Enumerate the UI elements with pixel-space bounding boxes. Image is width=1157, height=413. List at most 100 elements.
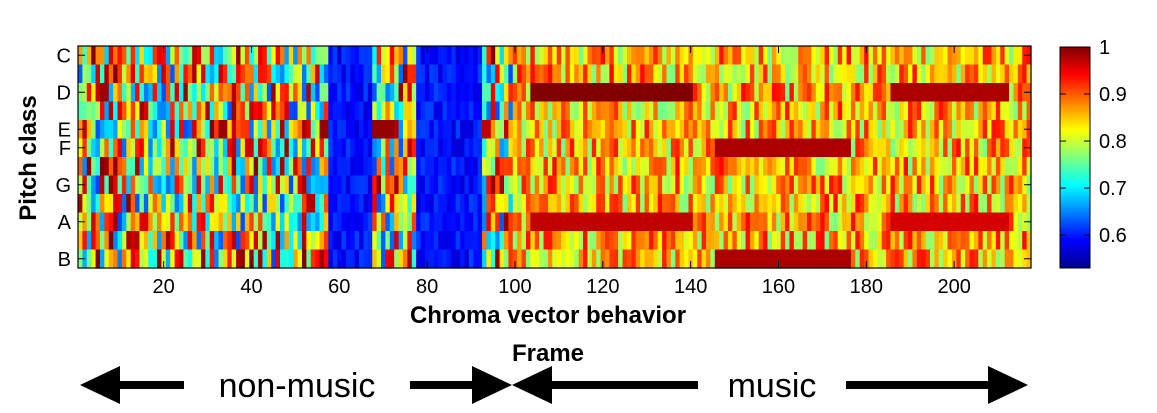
heatmap-cell: [662, 194, 668, 214]
heatmap-cell: [600, 101, 606, 121]
heatmap-cell: [468, 64, 474, 84]
heatmap-cell: [591, 194, 597, 214]
heatmap-cell: [578, 231, 584, 251]
heatmap-cell: [710, 120, 716, 140]
heatmap-cell: [363, 46, 369, 66]
heatmap-cell: [723, 64, 729, 84]
heatmap-cell: [824, 83, 830, 103]
heatmap-cell: [846, 175, 852, 195]
heatmap-cell: [701, 83, 707, 103]
heatmap-cell: [899, 83, 905, 103]
heatmap-cell: [332, 64, 338, 84]
heatmap-cell: [921, 194, 927, 214]
heatmap-cell: [315, 175, 321, 195]
heatmap-cell: [763, 231, 769, 251]
heatmap-cell: [473, 212, 479, 232]
heatmap-cell: [288, 138, 294, 158]
heatmap-cell: [943, 212, 949, 232]
heatmap-cell: [692, 120, 698, 140]
heatmap-cell: [429, 194, 435, 214]
heatmap-cell: [951, 231, 957, 251]
heatmap-cell: [231, 175, 237, 195]
heatmap-cell: [859, 175, 865, 195]
heatmap-cell: [973, 64, 979, 84]
heatmap-cell: [780, 138, 786, 158]
heatmap-cell: [785, 249, 791, 269]
heatmap-cell: [354, 249, 360, 269]
heatmap-cell: [648, 64, 654, 84]
heatmap-cell: [174, 212, 180, 232]
heatmap-cell: [460, 83, 466, 103]
heatmap-cell: [938, 194, 944, 214]
heatmap-cell: [574, 138, 580, 158]
heatmap-cell: [512, 157, 518, 177]
heatmap-cell: [389, 83, 395, 103]
heatmap-cell: [86, 83, 92, 103]
heatmap-cell: [328, 101, 334, 121]
heatmap-cell: [451, 212, 457, 232]
heatmap-cell: [938, 212, 944, 232]
heatmap-cell: [280, 64, 286, 84]
heatmap-cell: [706, 120, 711, 140]
heatmap-cell: [881, 46, 887, 66]
heatmap-cell: [938, 83, 944, 103]
heatmap-cell: [499, 101, 505, 121]
heatmap-cell: [95, 46, 101, 66]
heatmap-cell: [675, 120, 681, 140]
heatmap-cell: [174, 83, 180, 103]
x-tick-label: 140: [674, 276, 707, 298]
heatmap-cell: [394, 231, 400, 251]
heatmap-cell: [332, 138, 338, 158]
heatmap-cell: [192, 64, 198, 84]
heatmap-cell: [736, 138, 742, 158]
heatmap-cell: [938, 138, 944, 158]
heatmap-cell: [433, 231, 439, 251]
heatmap-cell: [398, 120, 404, 140]
heatmap-cell: [877, 194, 883, 214]
heatmap-cell: [600, 64, 606, 84]
heatmap-cell: [508, 249, 514, 269]
heatmap-cell: [688, 120, 694, 140]
heatmap-cell: [363, 212, 369, 232]
heatmap-cell: [547, 138, 553, 158]
heatmap-cell: [745, 64, 751, 84]
heatmap-cell: [903, 249, 909, 269]
heatmap-cell: [521, 64, 527, 84]
heatmap-cell: [183, 249, 189, 269]
heatmap-cell: [143, 175, 149, 195]
heatmap-cell: [376, 231, 382, 251]
heatmap-cell: [741, 194, 747, 214]
heatmap-cell: [556, 231, 562, 251]
heatmap-cell: [402, 175, 408, 195]
heatmap-cell: [319, 64, 325, 84]
heatmap-cell: [587, 231, 593, 251]
heatmap-cell: [754, 101, 760, 121]
heatmap-cell: [398, 157, 404, 177]
heatmap-cell: [152, 138, 158, 158]
heatmap-cell: [855, 46, 861, 66]
heatmap-cell: [684, 175, 690, 195]
heatmap-cell: [126, 231, 132, 251]
heatmap-cell: [653, 231, 659, 251]
heatmap-cell: [776, 101, 782, 121]
heatmap-cell: [1000, 249, 1006, 269]
heatmap-cell: [130, 231, 136, 251]
heatmap-cell: [644, 231, 650, 251]
heatmap-cell: [222, 175, 228, 195]
heatmap-cell: [613, 194, 619, 214]
heatmap-cell: [135, 64, 141, 84]
heatmap-cell: [99, 212, 105, 232]
heatmap-cell: [688, 83, 694, 103]
heatmap-cell: [644, 138, 650, 158]
heatmap-cell: [798, 138, 804, 158]
heatmap-cell: [143, 157, 149, 177]
colorbar-tick-label: 0.9: [1099, 84, 1127, 106]
heatmap-cell: [565, 157, 571, 177]
heatmap-cell: [929, 249, 935, 269]
heatmap-cell: [561, 101, 567, 121]
heatmap-cell: [341, 138, 347, 158]
heatmap-cell: [424, 194, 430, 214]
heatmap-cell: [609, 231, 615, 251]
heatmap-cell: [846, 83, 852, 103]
